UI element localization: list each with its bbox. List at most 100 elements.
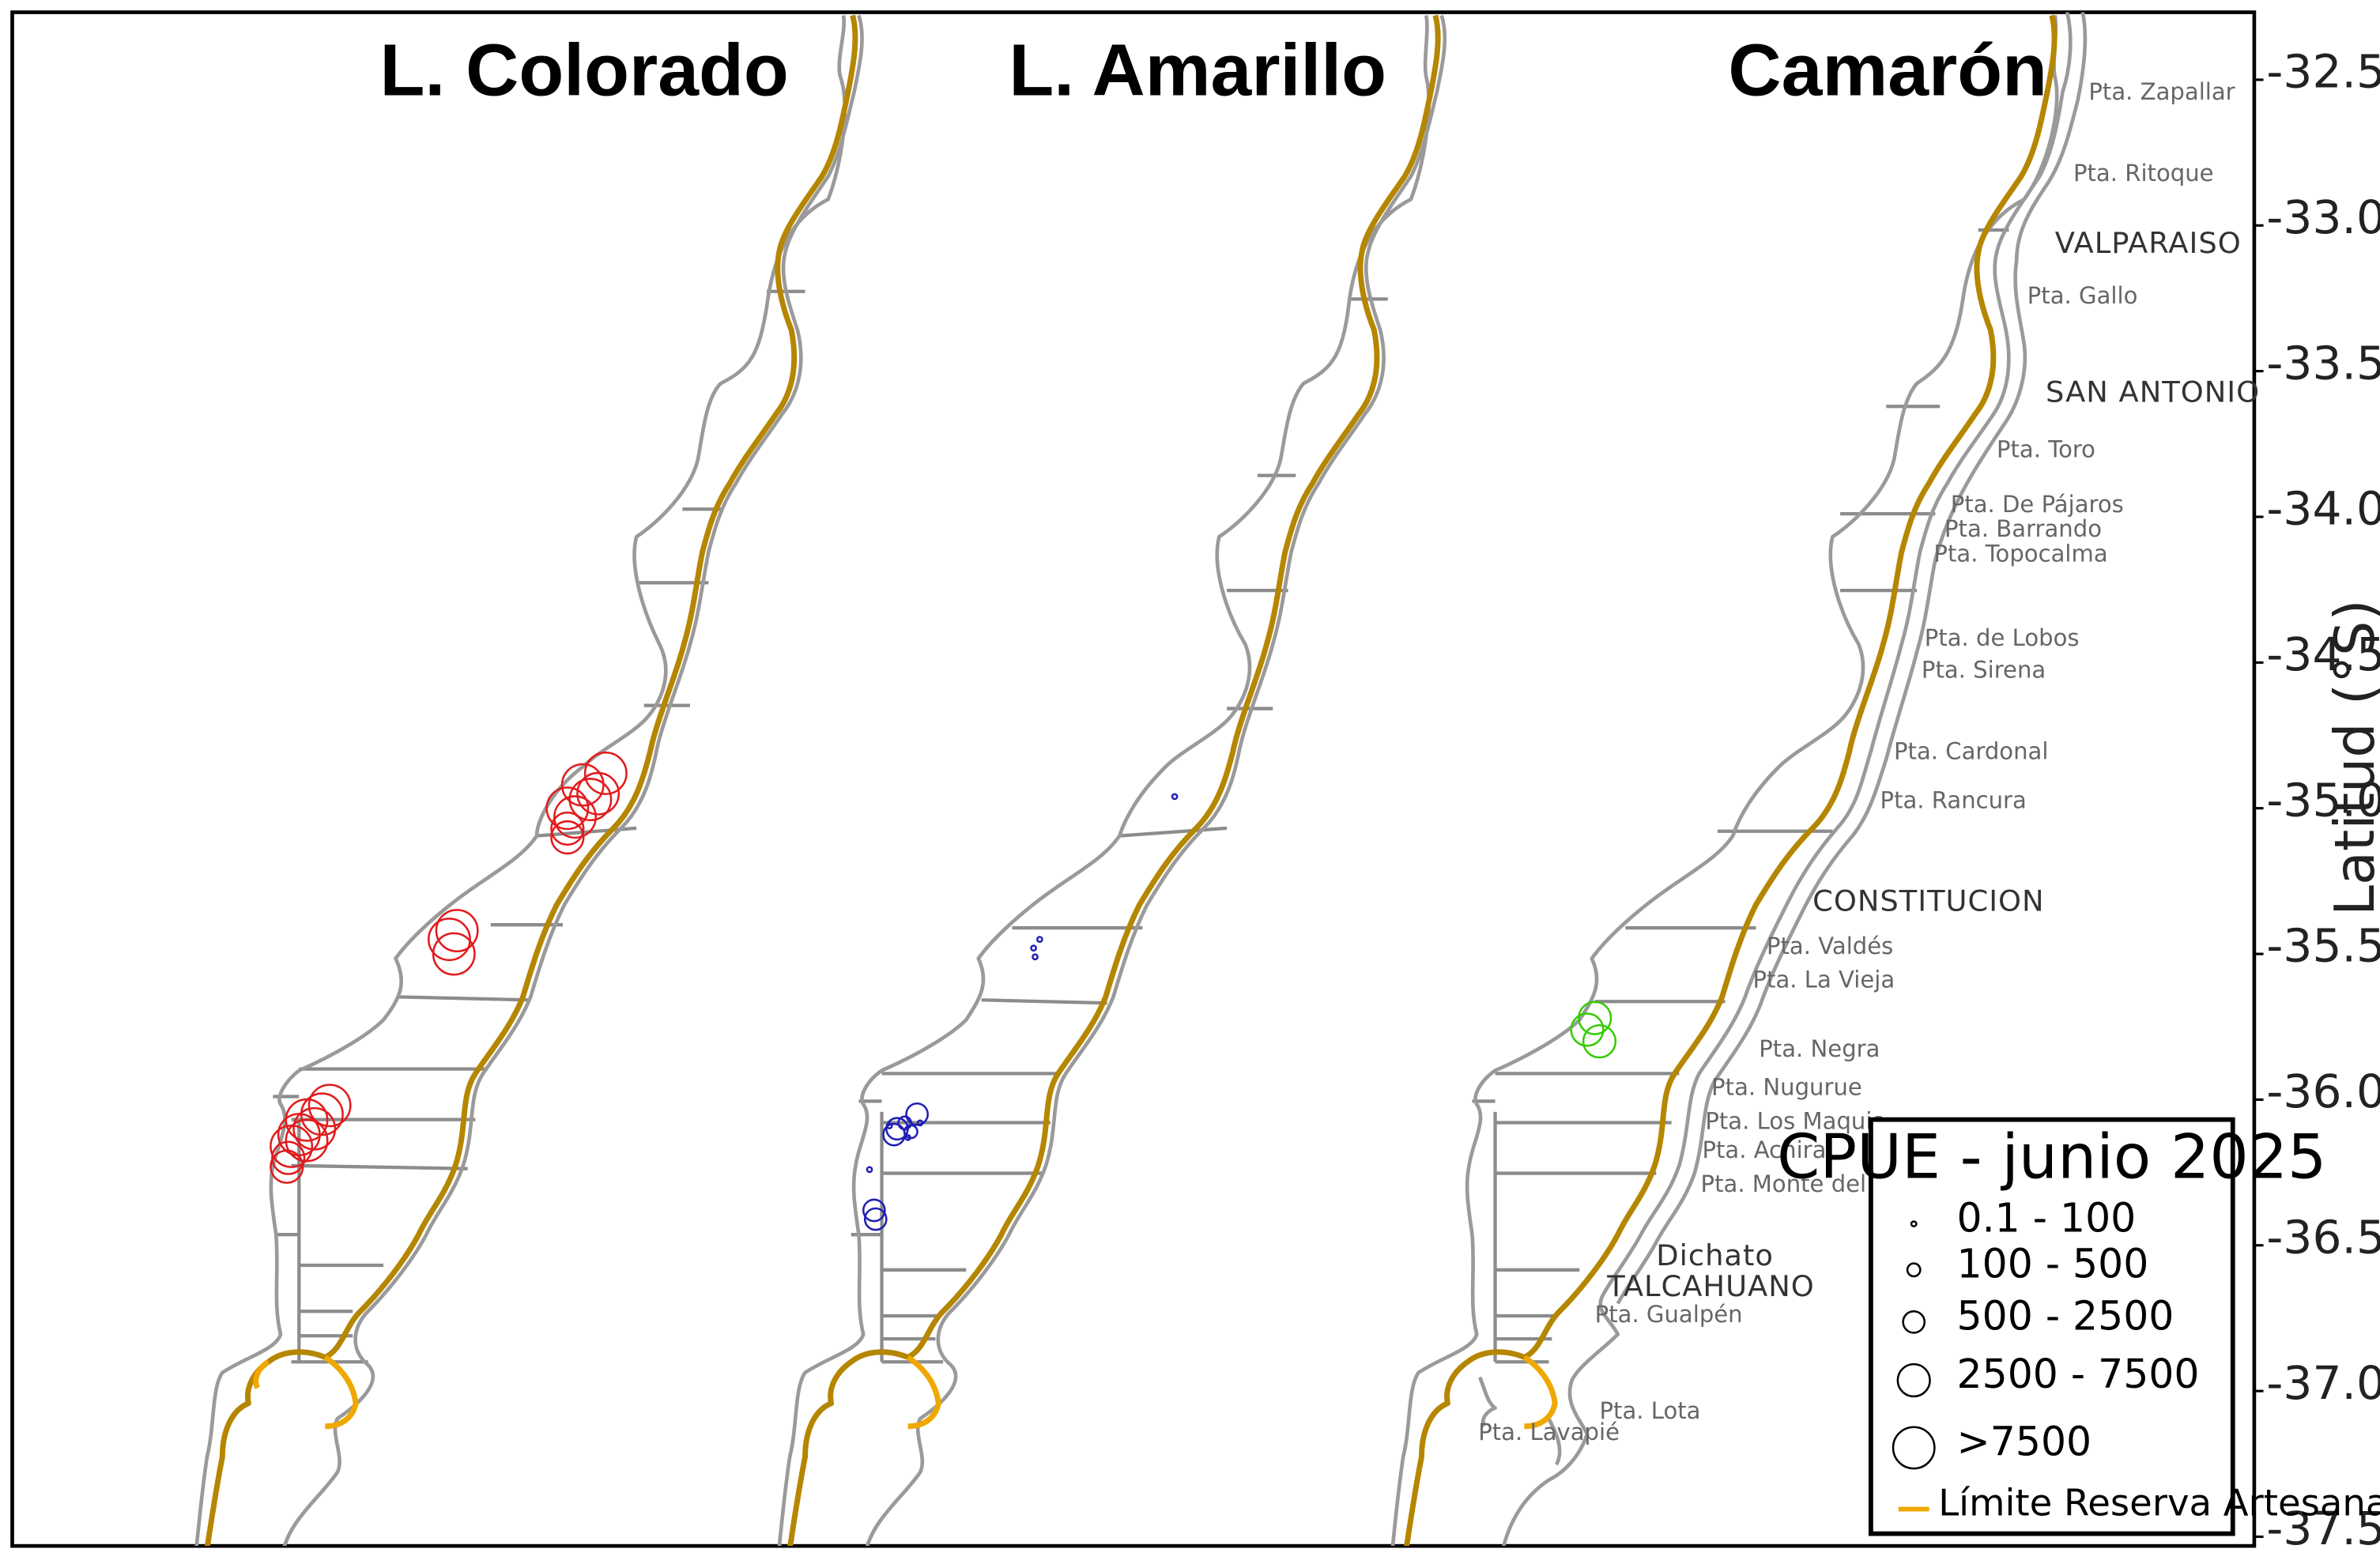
city-label: CONSTITUCION bbox=[1812, 884, 2044, 918]
reserve-limit bbox=[204, 14, 858, 1547]
coastline bbox=[282, 14, 864, 1547]
cpue-point bbox=[432, 932, 476, 976]
cpue-point bbox=[905, 1102, 930, 1126]
cpue-point bbox=[1570, 1012, 1605, 1047]
cpue-point bbox=[904, 1133, 911, 1141]
cpue-point bbox=[550, 820, 585, 855]
legend-label: 0.1 - 100 bbox=[1957, 1194, 2137, 1241]
cpue-point bbox=[270, 1124, 314, 1168]
latitude-tick-label: -33.5 bbox=[2266, 336, 2380, 390]
city-label: SAN ANTONIO bbox=[2046, 375, 2260, 409]
reserve-limit-gulf bbox=[1522, 1355, 1558, 1430]
place-label: Pta. Negra bbox=[1759, 1035, 1880, 1062]
cpue-point bbox=[1582, 1024, 1617, 1059]
place-label: Pta. Nugurue bbox=[1711, 1074, 1862, 1101]
place-label: Pta. Zapallar bbox=[2088, 78, 2235, 105]
cpue-point bbox=[1032, 953, 1039, 961]
cpue-points-camaron bbox=[1570, 1001, 1617, 1059]
place-label: Pta. Topocalma bbox=[1933, 540, 2107, 567]
coastline-offshore bbox=[194, 14, 847, 1547]
place-label: Pta. Sirena bbox=[1922, 657, 2046, 684]
legend-label: 500 - 2500 bbox=[1957, 1292, 2174, 1339]
cpue-point bbox=[427, 918, 471, 962]
place-label: Pta. Lavapié bbox=[1478, 1419, 1620, 1445]
reserve-limit-gulf bbox=[253, 1355, 359, 1430]
legend-symbol bbox=[1910, 1220, 1918, 1227]
cpue-point bbox=[583, 751, 628, 795]
cpue-point bbox=[560, 763, 605, 807]
place-label: Pta. Lota bbox=[1600, 1397, 1701, 1424]
city-label: TALCAHUANO bbox=[1606, 1269, 1815, 1303]
reserve-limit bbox=[1404, 14, 2058, 1547]
place-label: Pta. Gallo bbox=[2027, 282, 2138, 309]
coastline-offshore bbox=[777, 14, 1431, 1547]
latitude-axis-title: Latitud (°S) bbox=[2323, 599, 2380, 916]
place-label: Pta. Los Maquis bbox=[1705, 1107, 1884, 1134]
cpue-point bbox=[885, 1117, 909, 1141]
cpue-point bbox=[1030, 944, 1037, 952]
panel-amarillo bbox=[777, 14, 1447, 1547]
latitude-tick-label: -33.0 bbox=[2266, 190, 2380, 244]
legend-label: 100 - 500 bbox=[1957, 1241, 2149, 1287]
cpue-point bbox=[553, 795, 597, 839]
latitude-tick-label: -36.0 bbox=[2266, 1065, 2380, 1118]
cpue-points-colorado bbox=[270, 751, 628, 1184]
cpue-point bbox=[550, 811, 585, 846]
place-label: Pta. Rancura bbox=[1880, 787, 2027, 814]
cpue-point bbox=[270, 1149, 304, 1184]
cpue-point bbox=[568, 778, 613, 822]
cpue-point bbox=[307, 1084, 352, 1128]
legend-symbol bbox=[1896, 1362, 1931, 1398]
place-label: Pta. Cardonal bbox=[1894, 738, 2048, 765]
latitude-tick-label: -32.5 bbox=[2266, 45, 2380, 99]
legend-title: CPUE - junio 2025 bbox=[1777, 1121, 2326, 1193]
place-label: Pta. Valdés bbox=[1767, 933, 1893, 959]
legend-label: >7500 bbox=[1957, 1419, 2092, 1465]
city-label: Dichato bbox=[1656, 1238, 1774, 1272]
panel-camaron bbox=[1390, 12, 2088, 1547]
place-labels: Pta. Zapallar Pta. Ritoque VALPARAISO Pt… bbox=[1478, 78, 2260, 1445]
place-label: Pta. de Lobos bbox=[1925, 624, 2080, 651]
latitude-tick-label: -37.0 bbox=[2266, 1356, 2380, 1410]
reserve-limit-gulf bbox=[906, 1355, 941, 1430]
cpue-point bbox=[435, 909, 479, 953]
panel-title-colorado: L. Colorado bbox=[380, 28, 789, 111]
cpue-point bbox=[545, 786, 590, 831]
place-label: Pta. Toro bbox=[1997, 435, 2095, 462]
cpue-point bbox=[576, 771, 620, 816]
panel-title-camaron: Camarón bbox=[1728, 28, 2047, 111]
latitude-tick-label: -36.5 bbox=[2266, 1210, 2380, 1264]
coastline-gulf bbox=[1478, 1376, 1562, 1466]
legend-limit-label: Límite Reserva Artesanal bbox=[1938, 1481, 2380, 1524]
latitude-tick-label: -35.5 bbox=[2266, 919, 2380, 973]
reserve-limit bbox=[787, 14, 1441, 1547]
cpue-point bbox=[916, 1119, 924, 1127]
place-label: Pta. Achira bbox=[1702, 1136, 1826, 1163]
place-label: Pta. Barrando bbox=[1944, 515, 2102, 542]
place-label: Pta. La Vieja bbox=[1753, 967, 1895, 993]
legend-box bbox=[1868, 1117, 2235, 1536]
legend-symbol bbox=[1892, 1426, 1936, 1470]
legend-label: 2500 - 7500 bbox=[1957, 1351, 2200, 1397]
latitude-axis: -32.5 -33.0 -33.5 -34.0 -34.5 -35.0 -35.5 -36.0… bbox=[2254, 45, 2380, 1549]
panel-title-amarillo: L. Amarillo bbox=[1009, 28, 1386, 111]
place-label: Pta. De Pájaros bbox=[1951, 491, 2124, 518]
cpue-point bbox=[866, 1166, 873, 1174]
cpue-point bbox=[285, 1098, 329, 1142]
coastline-inner bbox=[1616, 12, 2088, 1305]
coastline bbox=[865, 14, 1447, 1547]
panel-colorado bbox=[194, 14, 864, 1547]
place-label: Pta. Ritoque bbox=[2073, 160, 2214, 187]
coastline bbox=[1501, 12, 2073, 1547]
cpue-point bbox=[1578, 1001, 1612, 1035]
cpue-point bbox=[862, 1198, 886, 1223]
cpue-points-amarillo bbox=[862, 793, 1179, 1231]
latitude-tick-label: -34.5 bbox=[2266, 628, 2380, 681]
latitude-tick-label: -34.0 bbox=[2266, 482, 2380, 536]
city-label: VALPARAISO bbox=[2055, 226, 2242, 260]
legend-symbol bbox=[1902, 1310, 1926, 1334]
latitude-tick-label: -35.0 bbox=[2266, 773, 2380, 827]
